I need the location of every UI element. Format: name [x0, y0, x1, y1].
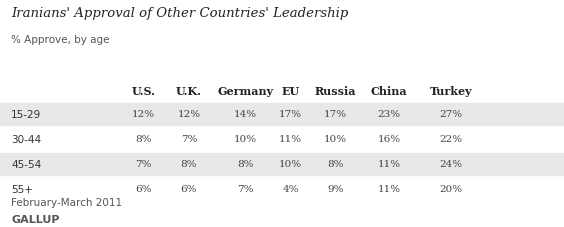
Text: Russia: Russia [315, 86, 356, 97]
Text: 8%: 8% [180, 160, 197, 169]
Text: February-March 2011: February-March 2011 [11, 198, 122, 208]
Text: U.K.: U.K. [176, 86, 202, 97]
Text: 7%: 7% [237, 185, 254, 194]
Text: 20%: 20% [439, 185, 463, 194]
Text: 8%: 8% [135, 135, 152, 144]
Text: 22%: 22% [439, 135, 463, 144]
Text: 8%: 8% [327, 160, 344, 169]
Text: 17%: 17% [324, 110, 347, 119]
Text: % Approve, by age: % Approve, by age [11, 35, 110, 45]
Text: 55+: 55+ [11, 185, 33, 195]
Text: 6%: 6% [180, 185, 197, 194]
Text: 45-54: 45-54 [11, 160, 42, 170]
Text: EU: EU [281, 86, 299, 97]
Text: 14%: 14% [233, 110, 257, 119]
Text: 8%: 8% [237, 160, 254, 169]
Text: 12%: 12% [177, 110, 201, 119]
Text: 11%: 11% [279, 135, 302, 144]
Text: 23%: 23% [377, 110, 401, 119]
Text: Iranians' Approval of Other Countries' Leadership: Iranians' Approval of Other Countries' L… [11, 7, 349, 20]
Text: Germany: Germany [217, 86, 274, 97]
Text: 24%: 24% [439, 160, 463, 169]
Text: 7%: 7% [135, 160, 152, 169]
Text: 10%: 10% [233, 135, 257, 144]
FancyBboxPatch shape [0, 103, 564, 125]
Text: 4%: 4% [282, 185, 299, 194]
Text: 10%: 10% [279, 160, 302, 169]
Text: GALLUP: GALLUP [11, 215, 60, 225]
Text: 27%: 27% [439, 110, 463, 119]
Text: China: China [371, 86, 407, 97]
FancyBboxPatch shape [0, 153, 564, 175]
Text: 11%: 11% [377, 185, 401, 194]
Text: 17%: 17% [279, 110, 302, 119]
Text: 7%: 7% [180, 135, 197, 144]
Text: 11%: 11% [377, 160, 401, 169]
Text: U.S.: U.S. [132, 86, 156, 97]
Text: 6%: 6% [135, 185, 152, 194]
Text: 9%: 9% [327, 185, 344, 194]
Text: 10%: 10% [324, 135, 347, 144]
Text: 15-29: 15-29 [11, 110, 42, 120]
Text: 16%: 16% [377, 135, 401, 144]
Text: Turkey: Turkey [430, 86, 473, 97]
Text: 12%: 12% [132, 110, 156, 119]
Text: 30-44: 30-44 [11, 135, 41, 145]
